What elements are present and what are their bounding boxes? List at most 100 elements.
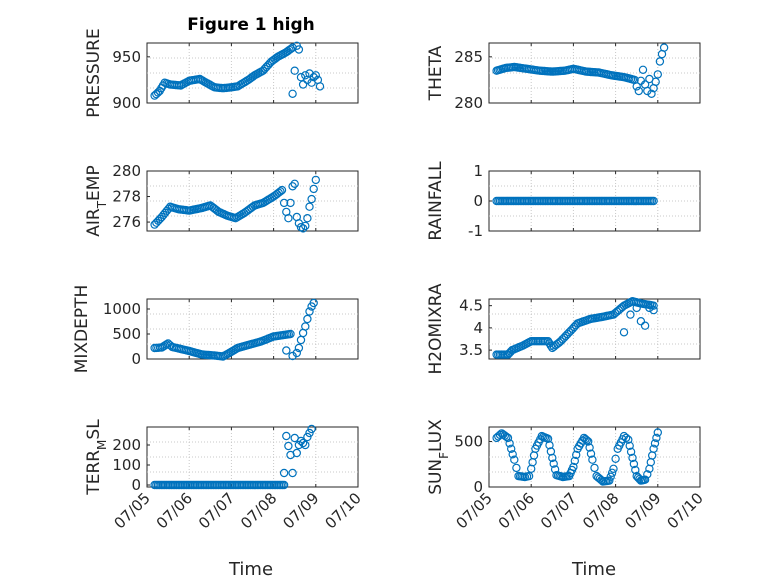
- y-tick-label: 0: [131, 350, 141, 368]
- data-point: [305, 202, 314, 211]
- data-point: [632, 82, 641, 91]
- data-point: [512, 463, 521, 473]
- data-point: [282, 346, 291, 355]
- data-point: [634, 86, 644, 96]
- xlabel-left: Time: [228, 559, 273, 580]
- x-tick-label: 07/07: [537, 489, 580, 532]
- data-point: [655, 57, 665, 66]
- y-tick-label: 200: [112, 436, 141, 454]
- data-point: [640, 475, 650, 484]
- data-point: [298, 438, 308, 448]
- y-tick-label: 276: [112, 213, 141, 231]
- data-point: [649, 444, 658, 453]
- data-point: [649, 301, 658, 310]
- data-point: [570, 456, 580, 466]
- y-axis-label: RAINFALL: [426, 161, 446, 241]
- data-point: [277, 185, 287, 195]
- data-point: [543, 337, 553, 346]
- x-tick-label: 07/08: [579, 489, 622, 532]
- data-point: [276, 187, 285, 196]
- data-point: [626, 310, 635, 319]
- y-axis-label: SUNFLUX: [426, 419, 451, 495]
- data-point: [619, 328, 629, 337]
- x-tick-label: 07/06: [153, 489, 196, 532]
- data-point: [607, 468, 617, 477]
- y-tick-label: -1: [468, 222, 483, 240]
- data-point: [629, 459, 639, 469]
- data-point: [288, 182, 297, 191]
- data-point: [645, 303, 654, 313]
- data-point: [303, 432, 312, 442]
- data-point: [288, 89, 297, 99]
- data-point: [586, 449, 596, 458]
- data-point: [307, 194, 316, 204]
- data-point: [279, 480, 289, 490]
- data-point: [611, 454, 620, 463]
- data-point: [545, 441, 554, 450]
- y-tick-label: 1000: [103, 300, 141, 318]
- data-point: [548, 453, 557, 463]
- data-point: [301, 322, 310, 331]
- data-point: [301, 221, 310, 231]
- y-tick-label: 0: [473, 478, 483, 496]
- data-point: [582, 436, 592, 445]
- subplot-pressure: 900 950 PRESSURE: [84, 28, 359, 118]
- data-point: [290, 179, 299, 188]
- data-point: [643, 470, 652, 479]
- data-point: [649, 196, 658, 206]
- data-point: [585, 443, 594, 452]
- y-axis-label: MIXDEPTH: [72, 285, 92, 374]
- data-point: [659, 43, 669, 52]
- data-point: [653, 428, 663, 437]
- data-point: [303, 314, 312, 324]
- y-tick-label: 0: [131, 476, 141, 494]
- data-point: [294, 440, 304, 450]
- y-tick-label: 950: [112, 48, 141, 66]
- y-tick-label: 500: [112, 325, 141, 343]
- data-point: [628, 453, 637, 463]
- data-point: [315, 82, 325, 91]
- data-point: [309, 184, 318, 194]
- x-tick-label: 07/07: [195, 489, 238, 532]
- subplot-terr-msl: 0 100 200TERRMSL07/0507/0607/0707/0807/090…: [84, 419, 365, 533]
- xlabel-right: Time: [571, 559, 616, 580]
- y-axis-label: H2OMIXRA: [426, 283, 446, 374]
- data-point: [282, 431, 291, 441]
- y-tick-label: 285: [454, 48, 483, 66]
- x-tick-label: 07/09: [621, 489, 664, 532]
- data-point: [649, 305, 658, 315]
- x-tick-label: 07/09: [279, 489, 322, 532]
- y-tick-label: 4: [473, 319, 483, 337]
- y-axis-label: PRESSURE: [84, 28, 104, 117]
- x-tick-label: 07/06: [495, 489, 538, 532]
- data-point: [636, 317, 646, 326]
- data-point: [625, 441, 634, 450]
- subplot-rainfall: -1 0 1 RAINFALL: [426, 161, 701, 241]
- data-point: [301, 440, 310, 450]
- data-point: [309, 72, 318, 82]
- y-tick-label: 1: [473, 162, 483, 180]
- y-tick-label: 278: [112, 188, 141, 206]
- data-point: [507, 444, 516, 453]
- data-point: [621, 433, 631, 443]
- data-point: [606, 472, 615, 481]
- y-tick-label: 0: [473, 192, 483, 210]
- data-point: [298, 224, 308, 233]
- data-point: [286, 329, 295, 339]
- x-tick-label: 07/08: [237, 489, 280, 532]
- data-point: [502, 432, 511, 441]
- data-point: [505, 439, 514, 448]
- y-tick-label: 280: [454, 94, 483, 112]
- data-point: [572, 450, 581, 460]
- data-point: [588, 455, 597, 464]
- data-point: [584, 437, 593, 446]
- data-point: [569, 462, 578, 472]
- data-point: [590, 463, 599, 473]
- subplot-theta: 280 285 THETA: [426, 42, 701, 112]
- data-point: [290, 66, 299, 75]
- subplot-mixdepth: 0 500 1000 MIXDEPTH: [72, 285, 359, 374]
- data-point: [311, 175, 320, 185]
- data-point: [286, 198, 295, 208]
